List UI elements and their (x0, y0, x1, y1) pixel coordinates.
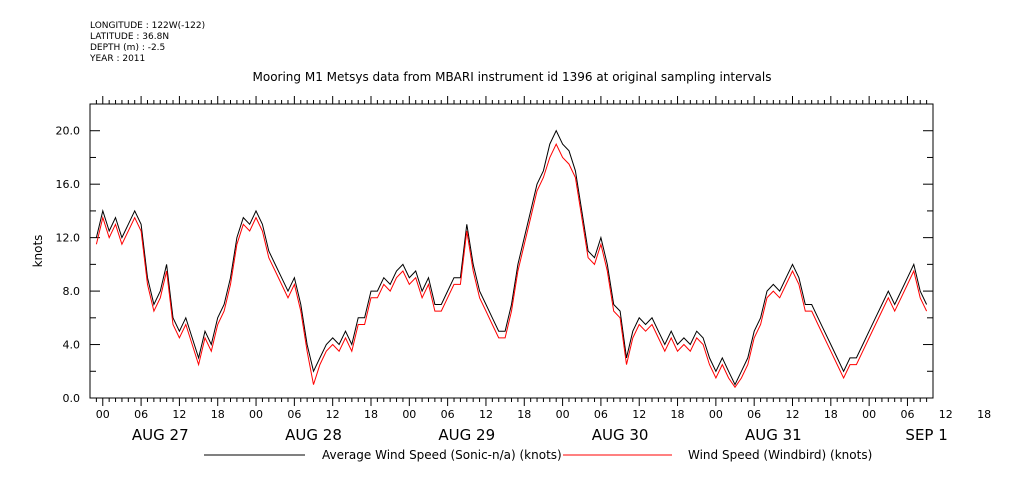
x-tick-label: 06 (134, 408, 148, 421)
y-tick-label: 8.0 (63, 285, 81, 298)
x-tick-label: 06 (594, 408, 608, 421)
x-tick-label: 12 (479, 408, 493, 421)
x-day-label: AUG 28 (285, 426, 342, 444)
series-line-sonic (95, 129, 928, 386)
legend-label-sonic: Average Wind Speed (Sonic-n/a) (knots) (322, 448, 562, 462)
x-tick-label: 00 (709, 408, 723, 421)
x-tick-label: 12 (786, 408, 800, 421)
y-tick-label: 20.0 (56, 125, 81, 138)
legend-label-windbird: Wind Speed (Windbird) (knots) (688, 448, 872, 462)
y-tick-label: 4.0 (63, 339, 81, 352)
series-line-windbird (95, 142, 928, 389)
depth-label: DEPTH (m) : -2.5 (90, 43, 166, 53)
x-tick-label: 12 (326, 408, 340, 421)
x-tick-label: 06 (441, 408, 455, 421)
series-layer (95, 129, 928, 389)
x-day-label: AUG 31 (745, 426, 802, 444)
metadata-block: LONGITUDE : 122W(-122) LATITUDE : 36.8N … (90, 21, 205, 65)
x-tick-label: 18 (517, 408, 531, 421)
x-tick-label: 06 (287, 408, 301, 421)
x-tick-label: 18 (977, 408, 991, 421)
x-tick-label: 00 (402, 408, 416, 421)
x-day-label: SEP 1 (905, 426, 947, 444)
y-tick-label: 12.0 (56, 232, 81, 245)
x-day-label: AUG 27 (132, 426, 189, 444)
x-tick-label: 00 (249, 408, 263, 421)
y-tick-label: 0.0 (63, 392, 81, 405)
x-tick-label: 12 (939, 408, 953, 421)
x-day-label: AUG 30 (592, 426, 649, 444)
x-tick-label: 12 (632, 408, 646, 421)
x-tick-label: 18 (364, 408, 378, 421)
x-tick-label: 18 (671, 408, 685, 421)
x-tick-label: 06 (900, 408, 914, 421)
x-tick-label: 12 (172, 408, 186, 421)
x-tick-label: 18 (824, 408, 838, 421)
year-label: YEAR : 2011 (90, 54, 146, 64)
x-day-label: AUG 29 (438, 426, 495, 444)
latitude-label: LATITUDE : 36.8N (90, 32, 170, 42)
legend: Average Wind Speed (Sonic-n/a) (knots) W… (204, 448, 872, 462)
y-axis-label: knots (31, 235, 45, 268)
x-tick-label: 00 (556, 408, 570, 421)
axis-ticks: 0.0 4.0 8.0 12.0 16.0 20.0 00 06 12 18 00 06 12 18 00 0… (56, 96, 991, 444)
x-tick-label: 00 (862, 408, 876, 421)
y-tick-label: 16.0 (56, 178, 81, 191)
x-tick-label: 06 (747, 408, 761, 421)
longitude-label: LONGITUDE : 122W(-122) (90, 21, 206, 31)
plot-frame (89, 103, 934, 399)
x-tick-label: 00 (96, 408, 110, 421)
x-tick-label: 18 (211, 408, 225, 421)
chart-title: Mooring M1 Metsys data from MBARI instru… (253, 70, 772, 84)
